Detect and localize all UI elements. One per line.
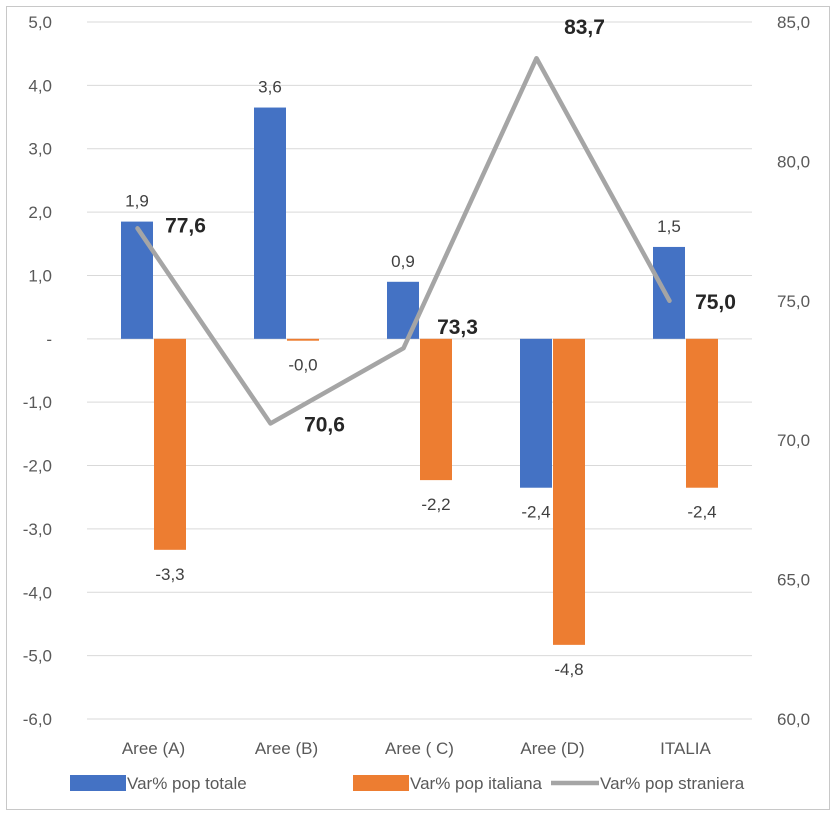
bar-data-label: 3,6 xyxy=(258,78,282,97)
bar-totale xyxy=(520,338,552,488)
right-tick-label: 75,0 xyxy=(777,292,810,311)
left-tick-label: 2,0 xyxy=(28,203,52,222)
right-axis: 60,0 65,0 70,0 75,0 80,0 85,0 xyxy=(777,13,810,729)
right-tick-label: 70,0 xyxy=(777,431,810,450)
bars xyxy=(121,107,718,645)
legend-label: Var% pop straniera xyxy=(600,774,745,793)
category-label: Aree ( C) xyxy=(385,739,454,758)
left-tick-label: 5,0 xyxy=(28,13,52,32)
line-data-label: 77,6 xyxy=(165,214,206,237)
legend-swatch xyxy=(70,775,126,791)
bar-italiana xyxy=(686,338,718,488)
left-tick-label: -1,0 xyxy=(23,393,52,412)
left-tick-label: 1,0 xyxy=(28,266,52,285)
bar-data-label: -3,3 xyxy=(155,565,184,584)
left-tick-label: -6,0 xyxy=(23,710,52,729)
bar-totale xyxy=(121,221,153,339)
bar-data-label: 1,9 xyxy=(125,192,149,211)
bar-data-label: 1,5 xyxy=(657,217,681,236)
category-label: ITALIA xyxy=(660,739,711,758)
line-data-label: 70,6 xyxy=(304,413,345,436)
bar-data-label: -2,2 xyxy=(421,495,450,514)
line-data-label: 75,0 xyxy=(695,291,736,314)
left-axis: -6,0-5,0-4,0-3,0-2,0-1,0-1,02,03,04,05,0 xyxy=(23,13,52,729)
left-tick-label: 4,0 xyxy=(28,76,52,95)
bar-totale xyxy=(653,246,685,339)
left-tick-label: -2,0 xyxy=(23,457,52,476)
left-tick-label: -5,0 xyxy=(23,647,52,666)
legend-label: Var% pop totale xyxy=(127,774,247,793)
bar-italiana xyxy=(553,338,585,645)
right-tick-label: 85,0 xyxy=(777,13,810,32)
line-data-label: 73,3 xyxy=(437,316,478,339)
data-labels: 1,9 3,6 0,9 -2,4 1,5 -3,3 -0,0 -2,2 -4,8 -2,4 77,6… xyxy=(125,16,736,679)
bar-data-label: -4,8 xyxy=(554,660,583,679)
category-axis: Aree (A) Aree (B) Aree ( C) Aree (D) ITALIA xyxy=(122,739,712,758)
bar-data-label: 0,9 xyxy=(391,252,415,271)
bar-totale xyxy=(254,107,286,339)
right-tick-label: 80,0 xyxy=(777,152,810,171)
legend: Var% pop totale Var% pop italiana Var% pop… xyxy=(70,774,745,793)
category-label: Aree (A) xyxy=(122,739,185,758)
left-tick-label: -3,0 xyxy=(23,520,52,539)
gridlines xyxy=(87,21,752,720)
line-straniera xyxy=(135,55,672,426)
legend-label: Var% pop italiana xyxy=(410,774,543,793)
line-data-label: 83,7 xyxy=(564,16,605,39)
bar-italiana xyxy=(154,338,186,550)
left-tick-label: 3,0 xyxy=(28,140,52,159)
bar-data-label: -0,0 xyxy=(288,356,317,375)
bar-data-label: -2,4 xyxy=(687,503,716,522)
category-label: Aree (B) xyxy=(255,739,318,758)
bar-italiana xyxy=(287,338,319,341)
line-series xyxy=(135,55,672,426)
right-tick-label: 60,0 xyxy=(777,710,810,729)
bar-italiana xyxy=(420,338,452,481)
left-tick-label: - xyxy=(46,330,52,349)
bar-data-label: -2,4 xyxy=(521,503,550,522)
legend-swatch xyxy=(353,775,409,791)
right-tick-label: 65,0 xyxy=(777,571,810,590)
category-label: Aree (D) xyxy=(520,739,584,758)
left-tick-label: -4,0 xyxy=(23,583,52,602)
